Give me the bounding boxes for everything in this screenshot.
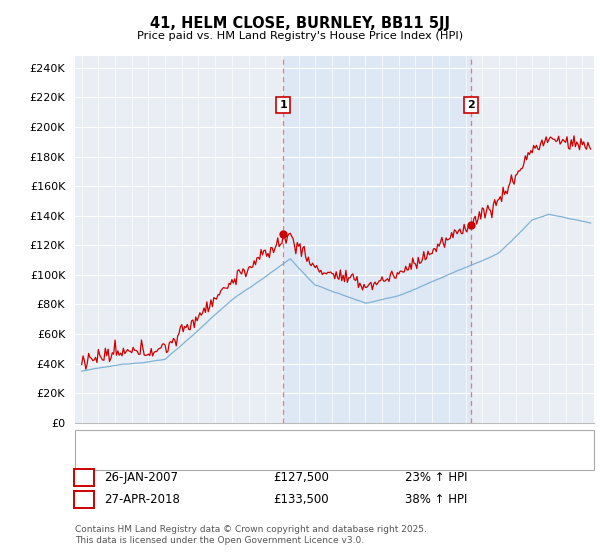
Text: 41, HELM CLOSE, BURNLEY, BB11 5JJ: 41, HELM CLOSE, BURNLEY, BB11 5JJ xyxy=(150,16,450,31)
Text: Contains HM Land Registry data © Crown copyright and database right 2025.
This d: Contains HM Land Registry data © Crown c… xyxy=(75,525,427,545)
Text: 2: 2 xyxy=(80,493,88,506)
Text: £133,500: £133,500 xyxy=(273,493,329,506)
Text: 27-APR-2018: 27-APR-2018 xyxy=(104,493,179,506)
Text: 26-JAN-2007: 26-JAN-2007 xyxy=(104,470,178,484)
Text: 41, HELM CLOSE, BURNLEY, BB11 5JJ (semi-detached house): 41, HELM CLOSE, BURNLEY, BB11 5JJ (semi-… xyxy=(100,435,415,445)
Text: —: — xyxy=(80,433,95,447)
Text: 23% ↑ HPI: 23% ↑ HPI xyxy=(405,470,467,484)
Text: 2: 2 xyxy=(467,100,475,110)
Text: 38% ↑ HPI: 38% ↑ HPI xyxy=(405,493,467,506)
Text: HPI: Average price, semi-detached house, Burnley: HPI: Average price, semi-detached house,… xyxy=(100,453,362,463)
Text: —: — xyxy=(80,451,95,465)
Text: 1: 1 xyxy=(280,100,287,110)
Text: 1: 1 xyxy=(80,470,88,484)
Text: Price paid vs. HM Land Registry's House Price Index (HPI): Price paid vs. HM Land Registry's House … xyxy=(137,31,463,41)
Bar xyxy=(283,56,471,423)
Text: £127,500: £127,500 xyxy=(273,470,329,484)
